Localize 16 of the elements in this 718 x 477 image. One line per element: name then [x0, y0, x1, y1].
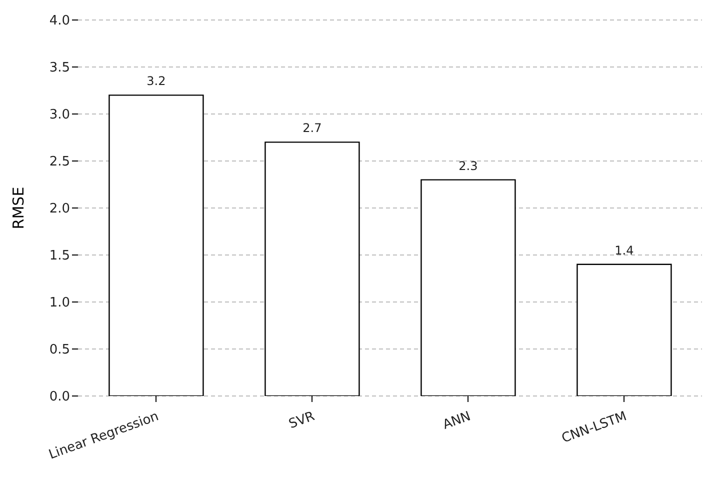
y-tick-label: 3.5	[49, 60, 70, 76]
x-tick-label: SVR	[287, 409, 317, 432]
data-label: 2.7	[302, 121, 322, 136]
data-label: 2.3	[458, 158, 478, 173]
y-tick-label: 1.5	[49, 248, 70, 264]
y-tick-label: 1.0	[49, 296, 70, 311]
y-tick-label: 3.0	[49, 108, 70, 123]
y-tick-label: 0.5	[49, 342, 70, 358]
data-label: 1.4	[614, 243, 634, 258]
data-label: 3.2	[146, 74, 166, 88]
x-tick-label: ANN	[441, 409, 473, 433]
y-axis-title: RMSE	[9, 186, 28, 230]
y-tick-label: 4.0	[49, 14, 70, 29]
y-tick-label: 2.0	[49, 202, 70, 217]
y-tick-label: 2.5	[49, 154, 70, 170]
y-tick-label: 0.0	[49, 390, 70, 405]
